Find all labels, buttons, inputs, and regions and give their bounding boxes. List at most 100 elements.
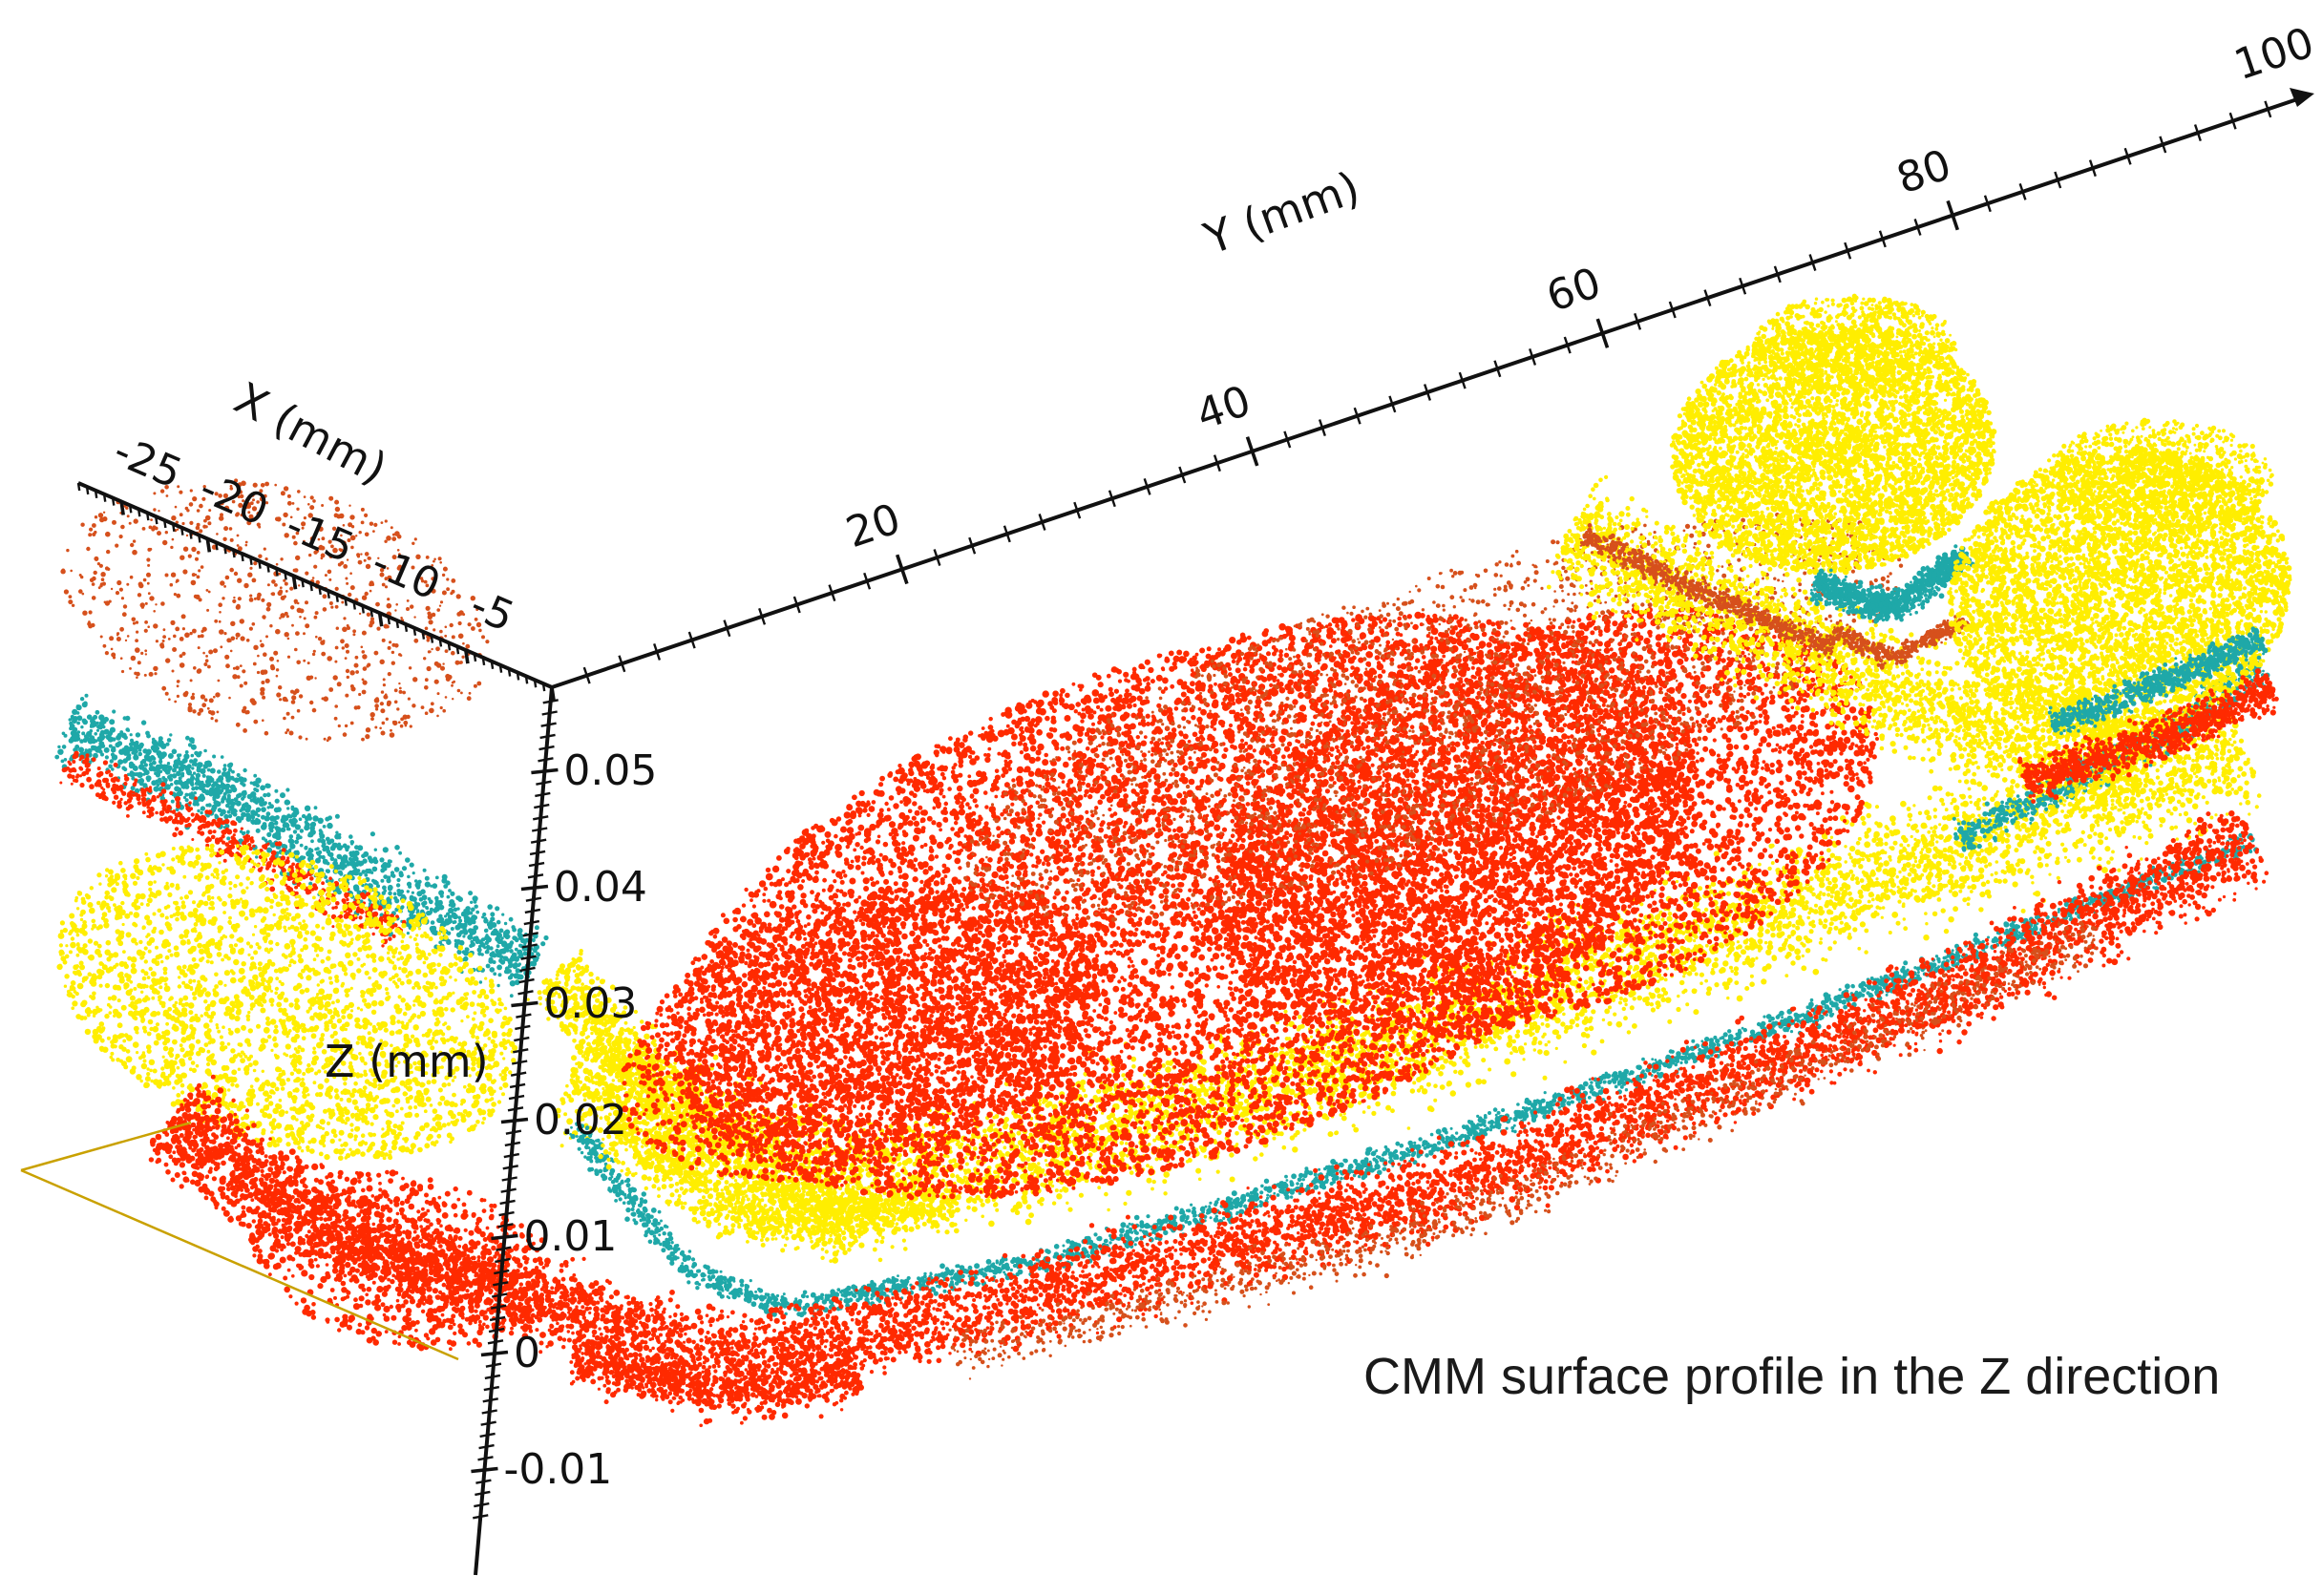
cloud-point: [324, 738, 327, 741]
cloud-point: [310, 495, 314, 499]
cloud-point: [462, 642, 465, 645]
cloud-point: [242, 669, 245, 673]
cloud-point: [354, 845, 359, 850]
cloud-point: [136, 676, 138, 679]
cloud-point: [62, 745, 67, 749]
cloud-point: [167, 762, 170, 765]
cloud-point: [249, 627, 253, 631]
cloud-point: [276, 692, 281, 697]
cloud-point: [76, 711, 80, 715]
cloud-point: [269, 624, 272, 627]
cloud-point: [74, 745, 79, 749]
cloud-point: [143, 578, 147, 582]
cloud-point: [168, 698, 171, 701]
cloud-point: [398, 721, 401, 724]
cloud-point: [162, 540, 167, 545]
cloud-point: [259, 801, 264, 807]
cloud-point: [365, 533, 369, 537]
cloud-point: [487, 904, 493, 910]
cloud-point: [57, 746, 60, 748]
cloud-point: [144, 649, 147, 652]
cloud-point: [237, 675, 241, 679]
cloud-point: [217, 794, 220, 797]
cloud-point: [205, 655, 208, 658]
cloud-point: [495, 949, 499, 954]
cloud-point: [437, 692, 440, 695]
cloud-point: [394, 701, 398, 704]
cloud-point: [305, 572, 308, 576]
cloud-point: [181, 614, 186, 619]
cloud-point: [423, 900, 428, 905]
cloud-point: [219, 629, 224, 635]
cloud-point: [382, 639, 386, 642]
cloud-point: [323, 859, 327, 863]
cloud-point: [94, 571, 97, 575]
cloud-point: [340, 639, 345, 643]
cloud-point: [362, 650, 366, 654]
cloud-point: [95, 558, 98, 561]
cloud-point: [388, 646, 391, 650]
cloud-point: [446, 578, 449, 580]
cloud-point: [321, 652, 326, 657]
cloud-point: [409, 666, 412, 669]
cloud-point: [363, 681, 368, 685]
cloud-point: [283, 513, 287, 517]
cloud-point: [263, 652, 267, 657]
cloud-point: [280, 557, 283, 560]
cloud-point: [223, 632, 226, 635]
cloud-point: [519, 953, 523, 956]
cloud-point: [135, 772, 138, 776]
cloud-point: [498, 973, 502, 976]
cloud-point: [252, 578, 257, 583]
cloud-point: [298, 735, 302, 739]
cloud-point: [54, 755, 59, 760]
cloud-point: [62, 732, 66, 736]
cloud-point: [188, 555, 192, 558]
cloud-point: [360, 553, 362, 555]
cloud-point: [369, 620, 374, 624]
cloud-point: [297, 602, 300, 605]
cloud-point: [198, 646, 201, 649]
cloud-point: [179, 662, 185, 668]
cloud-point: [213, 648, 218, 653]
cloud-point: [390, 732, 395, 738]
cloud-point: [140, 602, 145, 607]
cloud-point: [367, 613, 370, 617]
cloud-point: [380, 869, 385, 873]
cloud-point: [453, 681, 455, 683]
cloud-point: [355, 656, 359, 660]
cloud-point: [410, 605, 413, 609]
cloud-point: [457, 895, 461, 899]
cloud-point: [459, 661, 463, 664]
cloud-point: [462, 934, 465, 937]
cloud-point: [275, 629, 281, 635]
cloud-point: [253, 645, 258, 650]
cloud-point: [264, 482, 269, 487]
cloud-point: [303, 660, 306, 662]
cloud-point: [381, 731, 386, 736]
cloud-point: [275, 799, 280, 804]
cloud-point: [435, 876, 439, 880]
cloud-point: [182, 627, 185, 630]
cloud-point: [229, 568, 234, 573]
cloud-point: [133, 748, 137, 753]
cloud-point: [358, 693, 361, 696]
cloud-point: [205, 515, 211, 521]
cloud-point: [174, 786, 179, 791]
cloud-point: [461, 656, 464, 659]
cloud-point: [194, 595, 198, 598]
cloud-point: [345, 643, 349, 648]
cloud-point: [192, 709, 196, 713]
cloud-point: [270, 664, 275, 669]
cloud-point: [336, 627, 339, 630]
cloud-point: [147, 779, 151, 783]
cloud-point: [285, 582, 288, 586]
cloud-point: [368, 556, 371, 560]
cloud-point: [184, 785, 189, 789]
cloud-point: [303, 632, 306, 635]
cloud-point: [380, 660, 385, 664]
cloud-point: [132, 550, 137, 556]
cloud-point: [172, 768, 177, 773]
cloud-point: [407, 875, 411, 879]
